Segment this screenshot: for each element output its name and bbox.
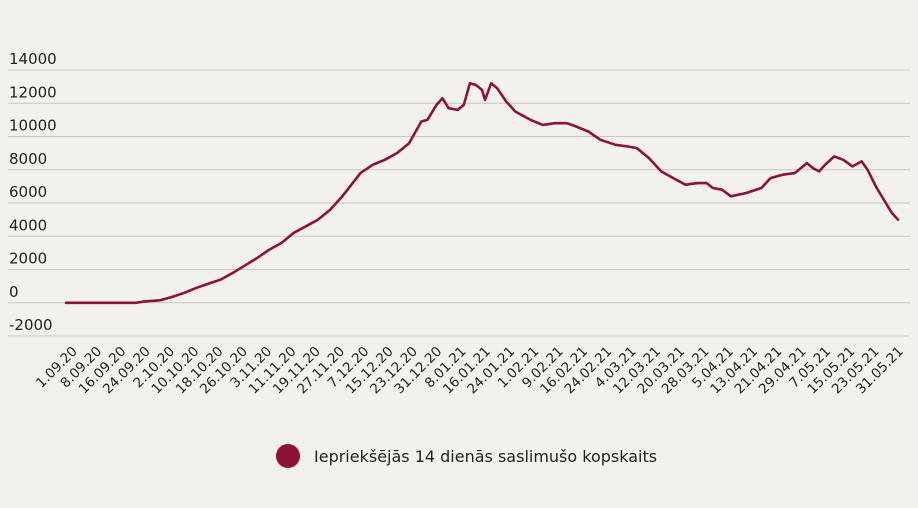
y-axis-ticks: 14000 12000 10000 8000 6000 4000 2000 0 -2000 xyxy=(9,50,57,334)
grid-layer xyxy=(8,69,910,337)
y-tick-label: 6000 xyxy=(9,183,47,201)
y-tick-label: 2000 xyxy=(9,250,47,268)
y-tick-label: 12000 xyxy=(9,83,57,101)
legend-label: Iepriekšējās 14 dienās saslimušo kopskai… xyxy=(314,446,658,466)
y-tick-label: 14000 xyxy=(9,50,57,68)
y-tick-label: -2000 xyxy=(9,316,53,334)
series-line-total-cases xyxy=(64,82,900,305)
y-tick-label: 0 xyxy=(9,283,19,301)
y-tick-label: 4000 xyxy=(9,216,47,234)
legend: Iepriekšējās 14 dienās saslimušo kopskai… xyxy=(276,444,657,468)
legend-marker xyxy=(276,444,300,468)
y-tick-label: 10000 xyxy=(9,117,57,135)
y-tick-label: 8000 xyxy=(9,150,47,168)
